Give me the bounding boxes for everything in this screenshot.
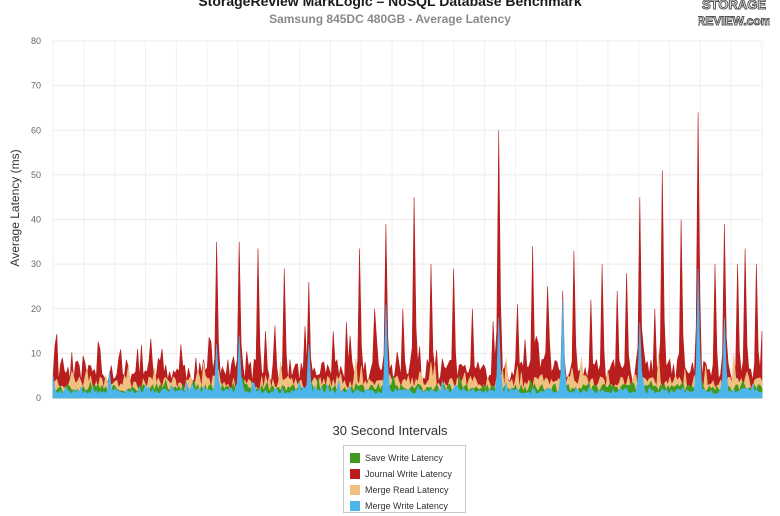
legend-item-journal-write[interactable]: Journal Write Latency <box>350 466 465 482</box>
y-tick-label: 20 <box>31 304 41 314</box>
legend-label: Merge Read Latency <box>365 485 449 495</box>
y-tick-label: 40 <box>31 215 41 225</box>
svg-text:REVIEW.com: REVIEW.com <box>698 14 770 28</box>
y-tick-label: 30 <box>31 259 41 269</box>
y-tick-label: 10 <box>31 348 41 358</box>
legend-label: Save Write Latency <box>365 453 443 463</box>
svg-text:STORAGE: STORAGE <box>702 0 766 12</box>
storagereview-logo: STORAGE REVIEW.com <box>698 0 770 29</box>
legend-item-merge-write[interactable]: Merge Write Latency <box>350 498 465 514</box>
series-area-journal-write-latency <box>52 112 763 399</box>
legend-label: Journal Write Latency <box>365 469 452 479</box>
legend-swatch <box>350 485 360 495</box>
series-layer <box>52 112 763 399</box>
y-tick-label: 70 <box>31 81 41 91</box>
y-tick-label: 60 <box>31 125 41 135</box>
y-tick-label: 0 <box>36 393 41 403</box>
y-tick-label: 80 <box>31 36 41 46</box>
legend: Save Write Latency Journal Write Latency… <box>343 445 466 513</box>
legend-item-save-write[interactable]: Save Write Latency <box>350 450 465 466</box>
chart-title: StorageReview MarkLogic – NoSQL Database… <box>198 0 582 9</box>
legend-swatch <box>350 501 360 511</box>
series-area-merge-write-latency <box>52 268 763 399</box>
legend-label: Merge Write Latency <box>365 501 448 511</box>
legend-swatch <box>350 453 360 463</box>
y-tick-label: 50 <box>31 170 41 180</box>
legend-item-merge-read[interactable]: Merge Read Latency <box>350 482 465 498</box>
y-axis-label: Average Latency (ms) <box>8 149 22 266</box>
chart-subtitle: Samsung 845DC 480GB - Average Latency <box>269 12 511 26</box>
y-axis-ticks: 0 10 20 30 40 50 60 70 80 <box>31 36 41 403</box>
legend-swatch <box>350 469 360 479</box>
x-axis-label: 30 Second Intervals <box>332 423 448 438</box>
